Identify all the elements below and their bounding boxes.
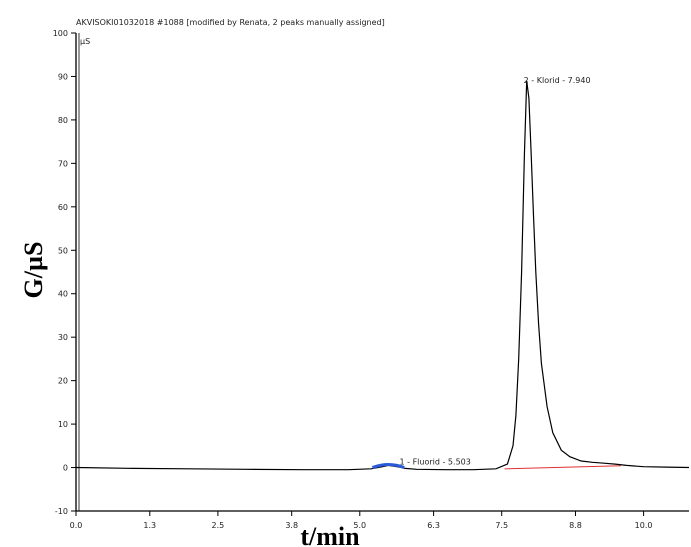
x-tick-label: 7.5 [495, 521, 508, 530]
signal-line [75, 80, 690, 471]
fluorid-peak-marker [371, 463, 405, 469]
x-tick-label: 6.3 [427, 521, 440, 530]
y-tick-label: 100 [53, 29, 68, 38]
chart-title: AKVISOKI01032018 #1088 [modified by Rena… [76, 18, 385, 27]
x-tick-label: 3.8 [285, 521, 298, 530]
y-tick-label: 70 [58, 159, 68, 168]
y-tick-label: 0 [63, 464, 68, 473]
y-tick-label: 90 [58, 72, 68, 81]
x-tick-label: 10.0 [635, 521, 653, 530]
y-tick-label: 10 [58, 420, 68, 429]
x-tick-label: 0.0 [70, 521, 83, 530]
fluorid-peak-highlight [371, 463, 405, 469]
y-tick-label: 60 [58, 203, 68, 212]
peak-label-fluorid: 1 - Fluorid - 5.503 [400, 458, 471, 467]
x-tick-label: 5.0 [353, 521, 366, 530]
integration-baseline [504, 465, 621, 470]
x-axis-label: t/min [300, 522, 360, 547]
y-tick-label: 80 [58, 116, 68, 125]
y-unit-label: µS [80, 37, 90, 46]
y-axis-label: G/µS [19, 242, 48, 299]
axes [75, 33, 689, 512]
y-tick-label: 40 [58, 290, 68, 299]
x-tick-label: 1.3 [143, 521, 156, 530]
peak-label-klorid: 2 - Klorid - 7.940 [524, 76, 591, 85]
y-tick-label: 20 [58, 377, 68, 386]
tick-group: -10 0 10 20 30 40 50 60 70 80 90 100 0.0 1.3 2.5 3.8 5.0… [53, 29, 653, 530]
x-tick-label: 8.8 [569, 521, 582, 530]
y-tick-label: 50 [58, 246, 68, 255]
y-tick-label: -10 [55, 507, 68, 516]
x-tick-label: 2.5 [212, 521, 225, 530]
y-tick-label: 30 [58, 333, 68, 342]
